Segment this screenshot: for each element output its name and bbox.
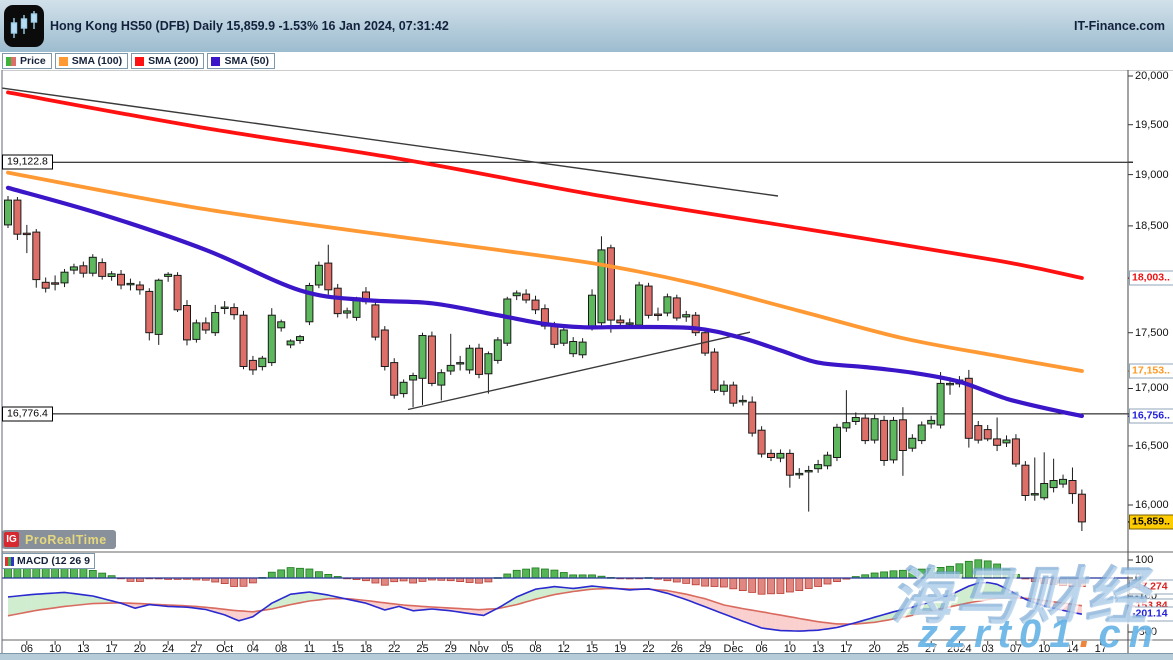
macd-tick-label: 100 [1135,554,1154,566]
y-tick-label: 17,500 [1135,326,1169,339]
legend-item-price[interactable]: Price [2,53,52,69]
hline-label: 16,776.4 [2,406,53,422]
macd-icon [5,556,14,566]
macd-value-macd-histogram-value: -47.274 [1129,579,1173,594]
sma-swatch-icon [135,56,145,66]
x-tick-label: 08 [275,643,288,655]
x-tick-label: Nov [469,643,489,655]
legend-item-label: SMA (200) [148,55,199,67]
prorealtime-label: ProRealTime [25,532,107,547]
legend-item-sma-100[interactable]: SMA (100) [54,53,129,69]
x-tick-label: 14 [1066,643,1079,655]
macd-value-macd-line-value: -201.14 [1129,606,1173,622]
x-tick-label: 29 [698,643,712,655]
x-tick-label: 17 [840,643,853,655]
x-tick-label: Dec [723,643,744,655]
x-tick-label: 29 [444,643,457,655]
y-tick-label: 18,500 [1135,219,1169,232]
x-tick-label: 13 [77,643,90,655]
x-tick-label: 06 [755,643,768,655]
price-label-sma200-value: 18,003.. [1129,270,1173,286]
x-tick-label: 08 [529,643,542,655]
legend-item-label: SMA (100) [71,55,123,67]
x-tick-label: 18 [359,643,373,655]
y-tick-label: 16,000 [1135,499,1169,512]
x-tick-label: 17 [1094,643,1107,655]
x-tick-label: 03 [981,643,994,655]
y-tick-label: 19,000 [1135,168,1169,181]
chart-title: Hong Kong HS50 (DFB) Daily 15,859.9 -1.5… [50,19,449,33]
x-tick-label: 10 [783,643,796,655]
legend-item-label: SMA (50) [224,55,269,67]
sma-swatch-icon [211,56,221,66]
macd-indicator-text: MACD (12 26 9 [17,555,90,567]
y-tick-label: 20,000 [1135,70,1169,82]
price-label-last-price: 15,859.. [1129,514,1173,530]
x-tick-label: 10 [48,643,62,655]
x-tick-label: 20 [133,643,146,655]
sma-swatch-icon [58,56,68,66]
y-tick-label: 17,000 [1135,382,1169,395]
x-tick-label: 22 [388,643,401,655]
ig-logo: IG [4,532,19,547]
legend-item-sma-200[interactable]: SMA (200) [131,53,205,69]
x-tick-label: 20 [868,643,881,655]
price-label-sma100-value: 17,153.. [1129,363,1173,379]
x-tick-label: 05 [501,643,514,655]
macd-tick-label: -300 [1135,626,1158,638]
x-tick-label: 12 [557,643,570,655]
x-tick-label: 27 [190,643,203,655]
x-tick-label: 11 [303,643,316,655]
x-tick-label: 19 [614,643,627,655]
macd-tick-label: 0 [1135,572,1142,584]
app-logo-icon [4,5,44,47]
y-tick-label: 19,500 [1135,118,1169,131]
bottom-strip [0,653,1173,660]
x-tick-label: 27 [925,643,938,655]
x-tick-label: 25 [416,643,429,655]
x-tick-label: 07 [1009,643,1023,655]
x-tick-label: 13 [811,643,825,655]
y-tick-label: 16,500 [1135,439,1169,452]
x-tick-label: 15 [585,643,599,655]
header: Hong Kong HS50 (DFB) Daily 15,859.9 -1.5… [0,0,1173,53]
legend-bar: Price SMA (100) SMA (200) SMA (50) [0,52,1173,70]
x-tick-label: 15 [331,643,344,655]
price-swatch-icon [6,56,16,66]
legend-item-sma-50[interactable]: SMA (50) [207,53,275,69]
prorealtime-badge[interactable]: IG ProRealTime [2,530,116,549]
price-label-sma50-value: 16,756.. [1129,408,1173,424]
x-tick-label: Oct [216,643,234,655]
x-tick-label: 24 [162,643,175,655]
brand-link[interactable]: IT-Finance.com [1074,19,1165,33]
x-tick-label: 04 [246,643,260,655]
x-tick-label: 06 [20,643,33,655]
legend-item-label: Price [20,55,46,67]
x-tick-label: 10 [1038,643,1051,655]
x-tick-label: 22 [642,643,655,655]
macd-indicator-label[interactable]: MACD (12 26 9 [2,553,95,569]
hline-label: 19,122.8 [2,154,53,170]
x-tick-label: 17 [105,643,118,655]
x-tick-label: 26 [670,643,683,655]
x-tick-label: 2024 [947,643,972,655]
x-tick-label: 25 [896,643,910,655]
